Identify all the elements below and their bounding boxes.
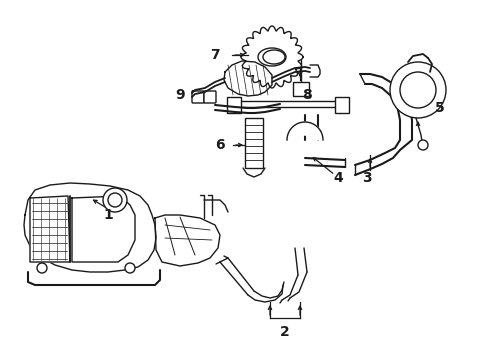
Polygon shape — [286, 122, 323, 140]
Circle shape — [417, 140, 427, 150]
Circle shape — [108, 193, 122, 207]
FancyBboxPatch shape — [203, 91, 216, 103]
Circle shape — [103, 188, 127, 212]
FancyBboxPatch shape — [244, 118, 263, 168]
FancyBboxPatch shape — [334, 97, 348, 113]
Polygon shape — [24, 183, 156, 272]
Text: 2: 2 — [280, 325, 289, 339]
Ellipse shape — [258, 48, 285, 66]
Text: 3: 3 — [362, 171, 371, 185]
FancyBboxPatch shape — [292, 82, 308, 96]
Text: 6: 6 — [215, 138, 224, 152]
Text: 5: 5 — [434, 101, 444, 115]
Circle shape — [399, 72, 435, 108]
Polygon shape — [224, 61, 271, 96]
FancyBboxPatch shape — [192, 91, 203, 103]
Ellipse shape — [263, 50, 285, 64]
Text: 9: 9 — [175, 88, 184, 102]
Text: 1: 1 — [103, 208, 113, 222]
Text: 8: 8 — [302, 88, 311, 102]
FancyBboxPatch shape — [226, 97, 241, 113]
Text: 4: 4 — [332, 171, 342, 185]
Circle shape — [37, 263, 47, 273]
Polygon shape — [72, 196, 135, 262]
Circle shape — [125, 263, 135, 273]
Circle shape — [389, 62, 445, 118]
Polygon shape — [30, 196, 70, 262]
Text: 7: 7 — [210, 48, 220, 62]
Polygon shape — [155, 215, 220, 266]
